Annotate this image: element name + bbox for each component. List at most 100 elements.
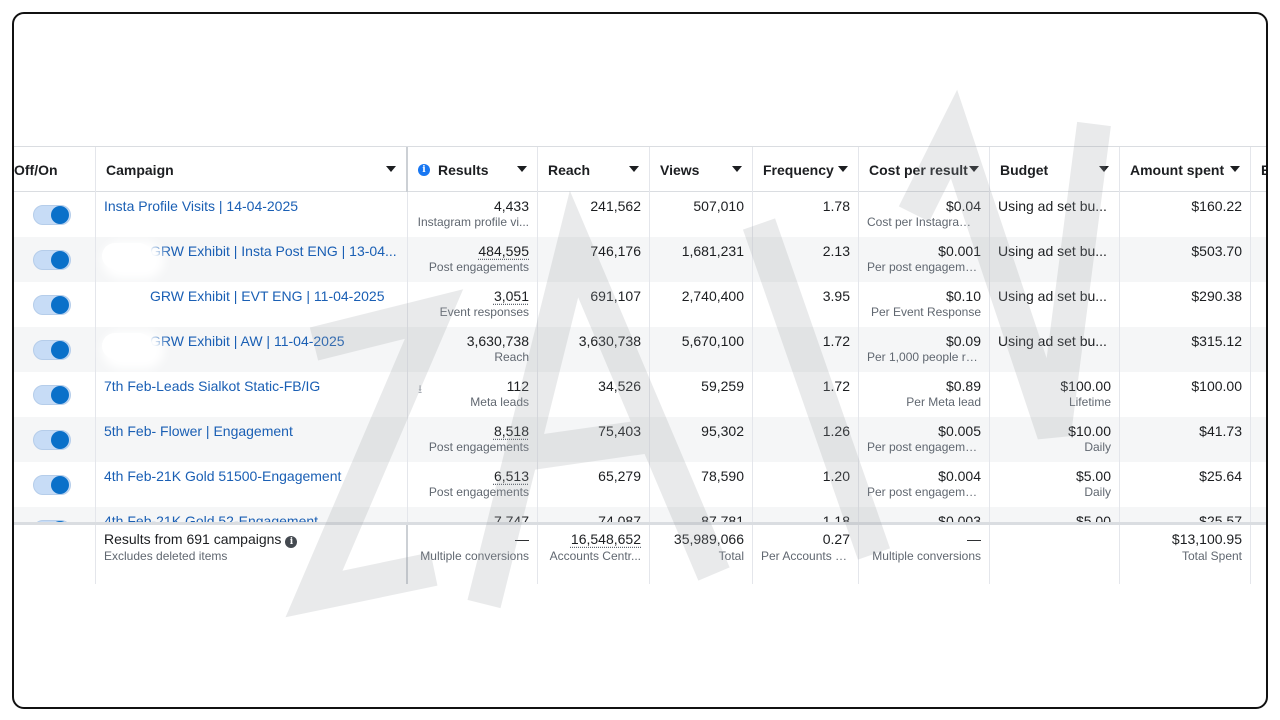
results-value: 3,630,738 <box>466 333 529 349</box>
campaign-toggle[interactable] <box>33 430 71 450</box>
results-value: 6,513 <box>416 462 529 485</box>
footer-frequency-value: 0.27 <box>822 531 850 547</box>
campaign-name-link[interactable]: 5th Feb- Flower | Engagement <box>104 423 293 439</box>
budget-type: Lifetime <box>1068 395 1111 409</box>
campaigns-table: Off/On Campaign i Results Reach Views Fr… <box>14 146 1266 584</box>
header-toggle-label: Off/On <box>14 161 58 178</box>
results-cell: 484,595 Post engagements <box>408 237 538 282</box>
header-toggle[interactable]: Off/On <box>14 147 96 192</box>
header-campaign[interactable]: Campaign <box>96 147 408 192</box>
footer-title: Results from 691 campaigns <box>104 531 282 547</box>
header-cost-per-result[interactable]: Cost per result <box>859 147 990 192</box>
budget-value[interactable]: Using ad set bu... <box>998 198 1107 214</box>
cost-per-result-label: Per Meta lead <box>906 395 981 409</box>
results-number[interactable]: 6,513 <box>493 468 529 484</box>
campaign-name-link[interactable]: 4th Feb-21K Gold 51500-Engagement <box>104 468 342 484</box>
cost-per-result-value: $0.89 <box>945 378 981 394</box>
cost-per-result-value: $0.04 <box>945 198 981 214</box>
caret-down-icon[interactable] <box>838 166 848 172</box>
table-row[interactable]: Insta Profile Visits | 14-04-2025 4,433 … <box>14 192 1266 237</box>
table-row[interactable]: 4th Feb-21K Gold 51500-Engagement 6,513 … <box>14 462 1266 507</box>
cost-per-result-cell: $0.89 Per Meta lead <box>859 372 990 417</box>
caret-down-icon[interactable] <box>629 166 639 172</box>
results-number[interactable]: 3,051 <box>493 288 529 304</box>
campaign-toggle[interactable] <box>33 205 71 225</box>
campaign-cell: GRW Exhibit | AW | 11-04-2025 <box>96 327 408 372</box>
header-frequency[interactable]: Frequency <box>753 147 859 192</box>
results-cell: ⭳ 112 Meta leads <box>408 372 538 417</box>
header-reach[interactable]: Reach <box>538 147 650 192</box>
budget-value[interactable]: $100.00 <box>1060 378 1111 394</box>
views-cell: 5,670,100 <box>650 327 753 372</box>
campaign-toggle[interactable] <box>33 340 71 360</box>
budget-type: Daily <box>1084 440 1111 454</box>
budget-value[interactable]: Using ad set bu... <box>998 243 1107 259</box>
footer-frequency-label: Per Accounts C... <box>761 549 850 563</box>
frequency-value: 1.26 <box>822 423 850 439</box>
info-icon[interactable]: i <box>418 163 430 176</box>
budget-value[interactable]: $10.00 <box>1068 423 1111 439</box>
caret-down-icon[interactable] <box>969 166 979 172</box>
footer-views-value: 35,989,066 <box>673 531 744 547</box>
amount-spent-cell: $100.00 <box>1120 372 1251 417</box>
table-row[interactable]: GRW Exhibit | AW | 11-04-2025 3,630,738 … <box>14 327 1266 372</box>
header-extra[interactable]: B <box>1251 147 1266 192</box>
footer-amount-spent-value: $13,100.95 <box>1171 531 1242 547</box>
views-cell: 1,681,231 <box>650 237 753 282</box>
reach-cell: 241,562 <box>538 192 650 237</box>
table-row[interactable]: GRW Exhibit | EVT ENG | 11-04-2025 3,051… <box>14 282 1266 327</box>
budget-value[interactable]: $5.00 <box>1075 468 1111 484</box>
results-cell: 3,051 Event responses <box>408 282 538 327</box>
results-label: Event responses <box>439 305 529 319</box>
budget-value[interactable]: Using ad set bu... <box>998 288 1107 304</box>
cost-per-result-cell: $0.10 Per Event Response <box>859 282 990 327</box>
caret-down-icon[interactable] <box>1230 166 1240 172</box>
budget-cell: $5.00 Daily <box>990 462 1120 507</box>
header-views[interactable]: Views <box>650 147 753 192</box>
table-row[interactable]: 5th Feb- Flower | Engagement 8,518 Post … <box>14 417 1266 462</box>
frequency-value: 1.72 <box>822 378 850 394</box>
amount-spent-cell: $41.73 <box>1120 417 1251 462</box>
budget-value[interactable]: Using ad set bu... <box>998 333 1107 349</box>
header-amount-spent[interactable]: Amount spent <box>1120 147 1251 192</box>
header-results[interactable]: i Results <box>408 147 538 192</box>
budget-cell: Using ad set bu... <box>990 237 1120 282</box>
header-cost-per-result-label: Cost per result <box>869 161 968 178</box>
footer-reach-label: Accounts Centr... <box>549 549 641 563</box>
campaign-cell: GRW Exhibit | EVT ENG | 11-04-2025 <box>96 282 408 327</box>
header-budget[interactable]: Budget <box>990 147 1120 192</box>
download-icon[interactable]: ⭳ <box>418 382 423 396</box>
campaign-name-link[interactable]: GRW Exhibit | EVT ENG | 11-04-2025 <box>150 288 385 304</box>
results-cell: 4,433 Instagram profile vi... <box>408 192 538 237</box>
caret-down-icon[interactable] <box>732 166 742 172</box>
views-value: 1,681,231 <box>681 243 744 259</box>
table-row[interactable]: GRW Exhibit | Insta Post ENG | 13-04... … <box>14 237 1266 282</box>
campaign-toggle[interactable] <box>33 385 71 405</box>
reach-cell: 3,630,738 <box>538 327 650 372</box>
campaign-toggle[interactable] <box>33 295 71 315</box>
campaign-toggle[interactable] <box>33 475 71 495</box>
header-budget-label: Budget <box>1000 161 1049 178</box>
reach-value: 746,176 <box>590 243 641 259</box>
toggle-cell <box>14 192 96 237</box>
results-number[interactable]: 8,518 <box>493 423 529 439</box>
footer-summary: Results from 691 campaigns i Excludes del… <box>96 525 408 584</box>
header-frequency-label: Frequency <box>763 161 834 178</box>
results-number[interactable]: 484,595 <box>478 243 529 259</box>
views-cell: 59,259 <box>650 372 753 417</box>
campaign-name-link[interactable]: 7th Feb-Leads Sialkot Static-FB/IG <box>104 378 321 394</box>
reach-value: 75,403 <box>598 423 641 439</box>
table-row[interactable]: 7th Feb-Leads Sialkot Static-FB/IG ⭳ 112… <box>14 372 1266 417</box>
toggle-cell <box>14 237 96 282</box>
caret-down-icon[interactable] <box>386 166 396 172</box>
caret-down-icon[interactable] <box>1099 166 1109 172</box>
frequency-cell: 3.95 <box>753 282 859 327</box>
campaign-name-link[interactable]: Insta Profile Visits | 14-04-2025 <box>104 198 299 214</box>
caret-down-icon[interactable] <box>517 166 527 172</box>
campaign-toggle[interactable] <box>33 250 71 270</box>
footer-reach-value[interactable]: 16,548,652 <box>570 531 641 547</box>
info-icon[interactable]: i <box>285 536 298 548</box>
footer-reach: 16,548,652 Accounts Centr... <box>538 525 650 584</box>
amount-spent-cell: $503.70 <box>1120 237 1251 282</box>
amount-spent-value: $41.73 <box>1199 423 1242 439</box>
